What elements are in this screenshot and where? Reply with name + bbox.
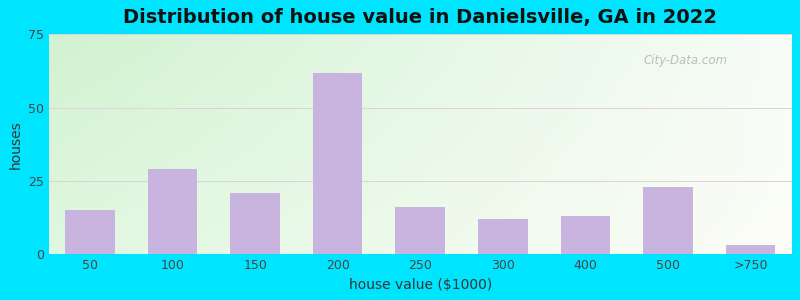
Y-axis label: houses: houses [8, 120, 22, 169]
X-axis label: house value ($1000): house value ($1000) [349, 278, 492, 292]
Bar [230, 193, 280, 254]
Bar [313, 73, 362, 254]
Bar [478, 219, 527, 254]
Bar [561, 216, 610, 254]
Bar [395, 207, 445, 254]
Bar [148, 169, 198, 254]
Bar [66, 210, 114, 254]
Title: Distribution of house value in Danielsville, GA in 2022: Distribution of house value in Danielsvi… [123, 8, 718, 27]
Text: City-Data.com: City-Data.com [643, 54, 727, 67]
Bar [643, 187, 693, 254]
Bar [726, 245, 775, 254]
